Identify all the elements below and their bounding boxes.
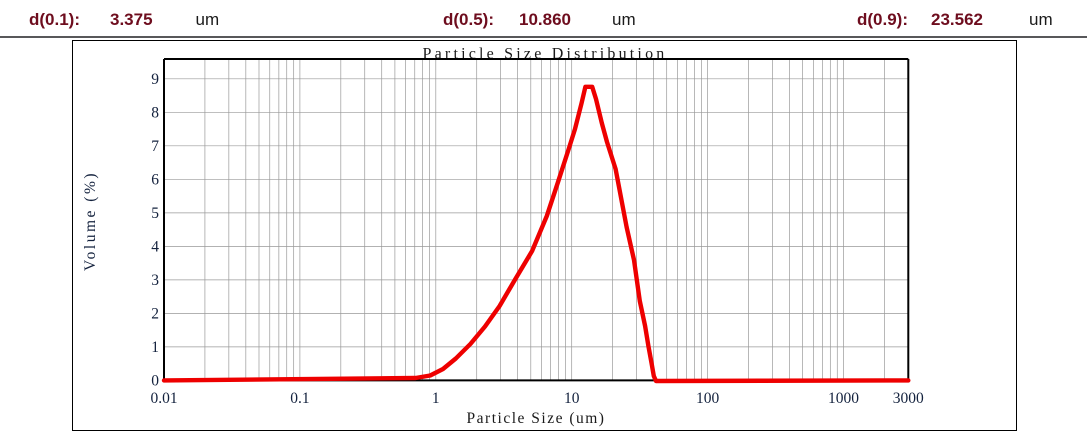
svg-text:0.1: 0.1 <box>290 390 309 407</box>
svg-text:7: 7 <box>151 138 159 155</box>
svg-text:Volume (%): Volume (%) <box>82 171 99 271</box>
svg-text:1: 1 <box>432 390 440 407</box>
svg-text:0.01: 0.01 <box>150 390 177 407</box>
svg-text:8: 8 <box>151 105 159 122</box>
svg-text:3000: 3000 <box>893 390 924 407</box>
svg-text:100: 100 <box>696 390 720 407</box>
svg-text:2: 2 <box>151 306 159 323</box>
svg-text:1: 1 <box>151 339 159 356</box>
svg-text:9: 9 <box>151 71 159 88</box>
svg-text:10: 10 <box>564 390 580 407</box>
svg-text:0: 0 <box>151 373 159 390</box>
svg-text:6: 6 <box>151 172 159 189</box>
svg-text:1000: 1000 <box>828 390 859 407</box>
svg-text:5: 5 <box>151 205 159 222</box>
svg-text:4: 4 <box>151 239 159 256</box>
svg-text:Particle Size (um): Particle Size (um) <box>467 410 606 427</box>
svg-text:3: 3 <box>151 272 159 289</box>
